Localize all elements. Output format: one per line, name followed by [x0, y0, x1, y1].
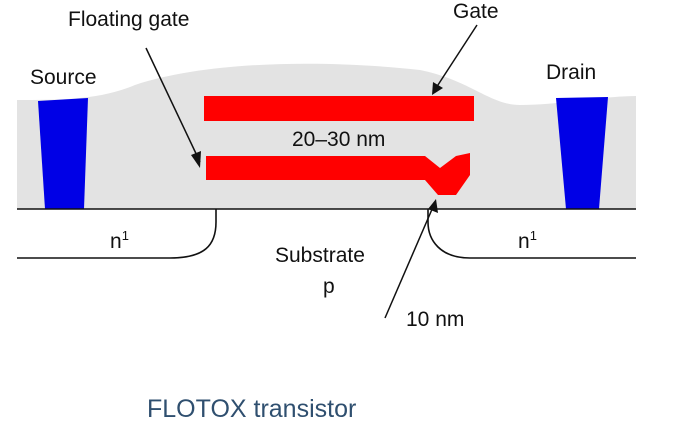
source-diffusion-boundary: [17, 209, 217, 259]
drain-diffusion-boundary: [427, 209, 636, 259]
gate-label: Gate: [453, 0, 499, 23]
drain-label: Drain: [546, 61, 596, 84]
gate-arrowhead: [432, 82, 443, 95]
tunnel-oxide-arrowhead: [428, 199, 438, 213]
substrate-label: Substrate: [275, 244, 365, 267]
source-label: Source: [30, 66, 97, 89]
floating-gate-arrow: [145, 47, 201, 163]
control-gate: [204, 96, 474, 121]
floating-gate-label: Floating gate: [68, 8, 189, 31]
oxide-thickness-label: 20–30 nm: [292, 128, 385, 151]
floating-gate-arrowhead: [191, 151, 201, 168]
figure-caption: FLOTOX transistor: [147, 395, 356, 423]
gate-arrow: [435, 24, 478, 89]
source-contact: [38, 98, 88, 209]
oxide-layer: [17, 63, 636, 209]
drain-n-label: n1: [518, 228, 537, 253]
floating-gate: [206, 153, 470, 195]
tunnel-oxide-label: 10 nm: [406, 308, 464, 331]
drain-contact: [556, 97, 608, 209]
substrate-type-label: p: [323, 275, 335, 298]
tunnel-oxide-arrow: [384, 206, 434, 319]
source-n-label: n1: [110, 228, 129, 253]
